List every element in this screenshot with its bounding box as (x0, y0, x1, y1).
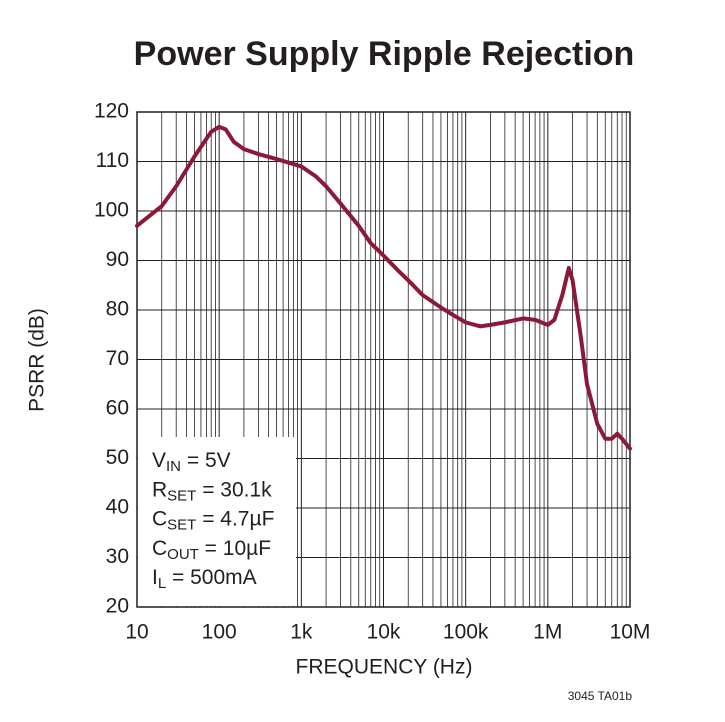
y-tick-label: 120 (94, 100, 129, 123)
y-tick-label: 40 (106, 496, 129, 519)
annotation-main: V (152, 449, 166, 472)
x-tick-label: 1M (533, 621, 562, 644)
y-tick-label: 50 (106, 446, 129, 469)
x-tick-label: 10k (367, 621, 401, 644)
data-line (135, 124, 632, 451)
y-tick-label: 80 (106, 298, 129, 321)
x-tick-label: 10 (125, 621, 148, 644)
footnote: 3045 TA01b (568, 689, 633, 703)
annotation-main: C (152, 536, 167, 559)
y-tick-label: 30 (106, 545, 129, 568)
x-tick-label: 1k (290, 621, 313, 644)
annotation-sub: SET (167, 487, 196, 504)
y-tick-label: 100 (94, 199, 129, 222)
annotation-line: VIN = 5V (152, 449, 231, 475)
annotation-line: CSET = 4.7µF (152, 507, 274, 533)
x-tick-label: 100k (443, 621, 489, 644)
annotation-main: I (152, 566, 158, 589)
y-tick-label: 110 (96, 149, 129, 172)
annotation-line: RSET = 30.1k (152, 478, 272, 504)
y-axis-label: PSRR (dB) (26, 308, 49, 412)
x-axis-label: FREQUENCY (Hz) (296, 656, 473, 679)
annotation-rest: = 4.7µF (196, 507, 274, 530)
y-tick-label: 60 (106, 397, 129, 420)
annotation-sub: L (158, 575, 166, 592)
annotation-line: COUT = 10µF (152, 536, 271, 562)
annotation-sub: IN (166, 458, 181, 475)
x-tick-label: 100 (202, 621, 237, 644)
annotation-rest: = 30.1k (196, 478, 272, 501)
annotation-sub: OUT (167, 546, 199, 563)
x-tick-label: 10M (610, 621, 651, 644)
chart-title: Power Supply Ripple Rejection (134, 35, 635, 73)
annotation-main: R (152, 478, 167, 501)
annotation-line: IL = 500mA (152, 566, 257, 592)
annotation-rest: = 10µF (199, 536, 271, 559)
annotation-rest: = 5V (181, 449, 231, 472)
y-tick-label: 90 (106, 248, 129, 271)
annotation-box (138, 437, 296, 606)
annotation-main: C (152, 507, 167, 530)
y-tick-label: 70 (106, 347, 129, 370)
annotation-rest: = 500mA (166, 566, 256, 589)
y-tick-label: 20 (106, 595, 129, 618)
annotation-sub: SET (167, 517, 196, 534)
plot-frame (136, 111, 631, 608)
